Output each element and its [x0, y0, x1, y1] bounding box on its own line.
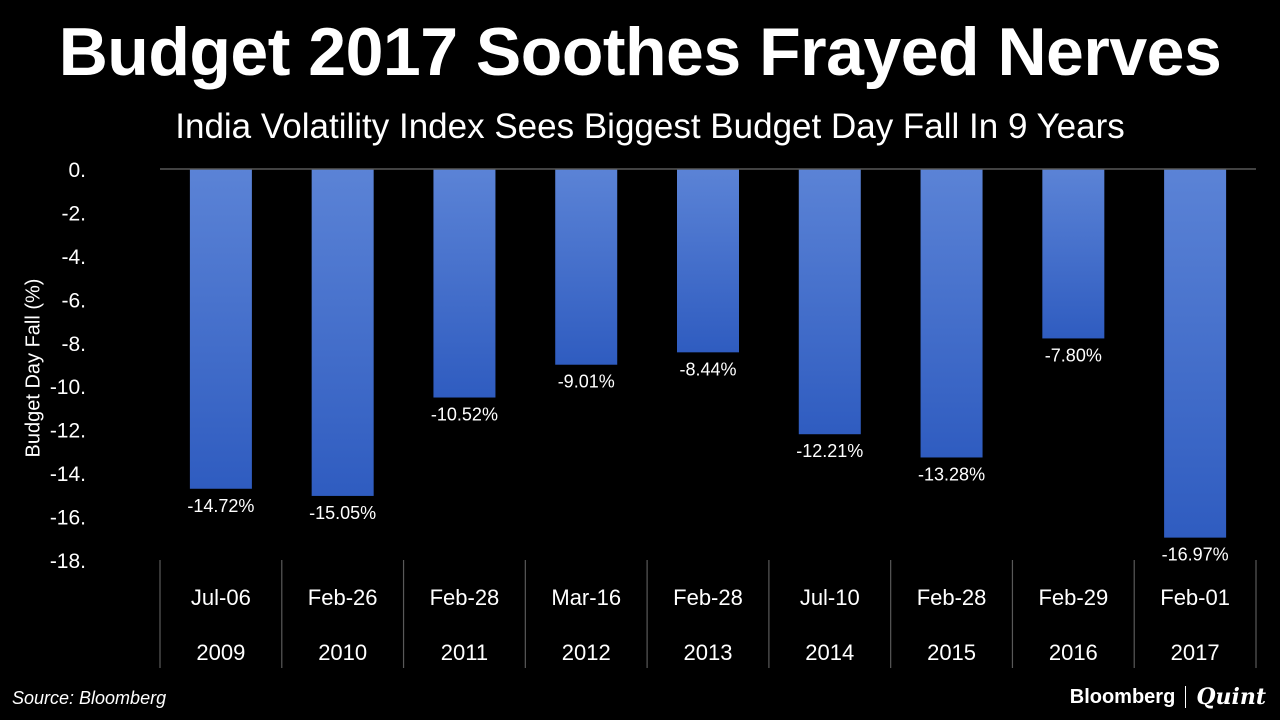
chart-title: Budget 2017 Soothes Frayed Nerves — [58, 14, 1222, 90]
y-tick-label: -6. — [61, 289, 86, 312]
brand-primary: Bloomberg — [1069, 685, 1176, 708]
x-tick-label: Feb-29 — [1038, 585, 1108, 610]
brand-secondary: Quint — [1196, 684, 1266, 710]
x-year-label: 2015 — [927, 640, 976, 665]
bar — [311, 169, 374, 496]
data-label: -10.52% — [431, 405, 498, 425]
x-tick-label: Mar-16 — [551, 585, 621, 610]
x-year-label: 2016 — [1049, 640, 1098, 665]
y-tick-label: -2. — [61, 202, 86, 225]
x-year-label: 2014 — [805, 640, 854, 665]
data-label: -9.01% — [558, 372, 615, 392]
y-tick-label: -16. — [50, 507, 86, 530]
x-tick-label: Feb-26 — [308, 585, 378, 610]
y-tick-label: -10. — [50, 376, 86, 399]
x-tick-label: Feb-28 — [430, 585, 500, 610]
data-label: -12.21% — [796, 441, 863, 461]
x-year-label: 2009 — [196, 640, 245, 665]
bar — [555, 169, 618, 365]
bar — [798, 169, 861, 435]
bar — [189, 169, 252, 489]
data-label: -16.97% — [1162, 545, 1229, 565]
x-tick-label: Feb-01 — [1160, 585, 1230, 610]
y-tick-label: -14. — [50, 463, 86, 486]
x-tick-label: Feb-28 — [673, 585, 743, 610]
bar — [677, 169, 739, 353]
data-label: -8.44% — [679, 359, 736, 379]
data-label: -13.28% — [918, 464, 985, 484]
bar — [1164, 169, 1227, 538]
x-year-label: 2010 — [318, 640, 367, 665]
bar — [920, 169, 983, 458]
y-tick-label: -8. — [61, 333, 86, 356]
data-label: -15.05% — [309, 503, 376, 523]
bar — [433, 169, 496, 398]
source-note: Source: Bloomberg — [12, 688, 167, 708]
x-year-label: 2013 — [684, 640, 733, 665]
x-year-label: 2012 — [562, 640, 611, 665]
chart-subtitle: India Volatility Index Sees Biggest Budg… — [175, 107, 1125, 146]
data-label: -14.72% — [187, 496, 254, 516]
x-tick-label: Jul-06 — [191, 585, 251, 610]
x-tick-label: Jul-10 — [800, 585, 860, 610]
y-tick-label: 0. — [68, 159, 86, 182]
data-label: -7.80% — [1045, 345, 1102, 365]
y-tick-label: -18. — [50, 550, 86, 573]
bar — [1042, 169, 1105, 339]
x-year-label: 2017 — [1171, 640, 1220, 665]
y-tick-label: -4. — [61, 246, 86, 269]
brand-divider — [1185, 686, 1187, 708]
x-year-label: 2011 — [441, 640, 488, 665]
y-tick-label: -12. — [50, 420, 86, 443]
x-tick-label: Feb-28 — [917, 585, 987, 610]
brand-logo: Bloomberg Quint — [1070, 684, 1266, 710]
